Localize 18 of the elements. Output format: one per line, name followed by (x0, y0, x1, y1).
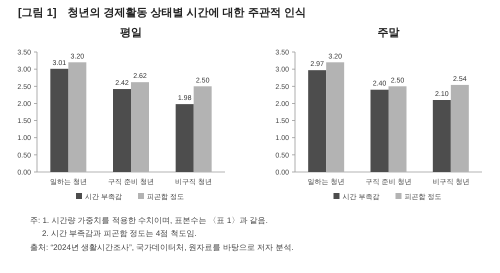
bar (308, 70, 326, 172)
bar (388, 86, 406, 172)
source-note: 출처: “2024년 생활시간조사”, 국가데이터처, 원자료를 바탕으로 저자 분석. (30, 243, 294, 252)
chart-title: 평일 (120, 27, 142, 39)
bar (432, 100, 451, 172)
bar (194, 86, 212, 172)
bar (450, 84, 469, 172)
bar (68, 62, 86, 172)
text: 2. 시간 부족감과 피곤함 정도는 4점 척도임. (42, 229, 197, 238)
chart-title: 주말 (378, 27, 400, 39)
bar (326, 62, 344, 172)
bar (131, 82, 149, 172)
text: 주: 1. 시간량 가중치를 적용한 수치이며, 표본수는 〈표 1〉과 같음. (30, 216, 268, 225)
bar (370, 90, 388, 172)
bar (176, 104, 194, 172)
text: [그림 1] 청년의 경제활동 상태별 시간에 대한 주관적 인식 (18, 7, 306, 19)
bar (113, 89, 131, 172)
bar (50, 68, 68, 172)
